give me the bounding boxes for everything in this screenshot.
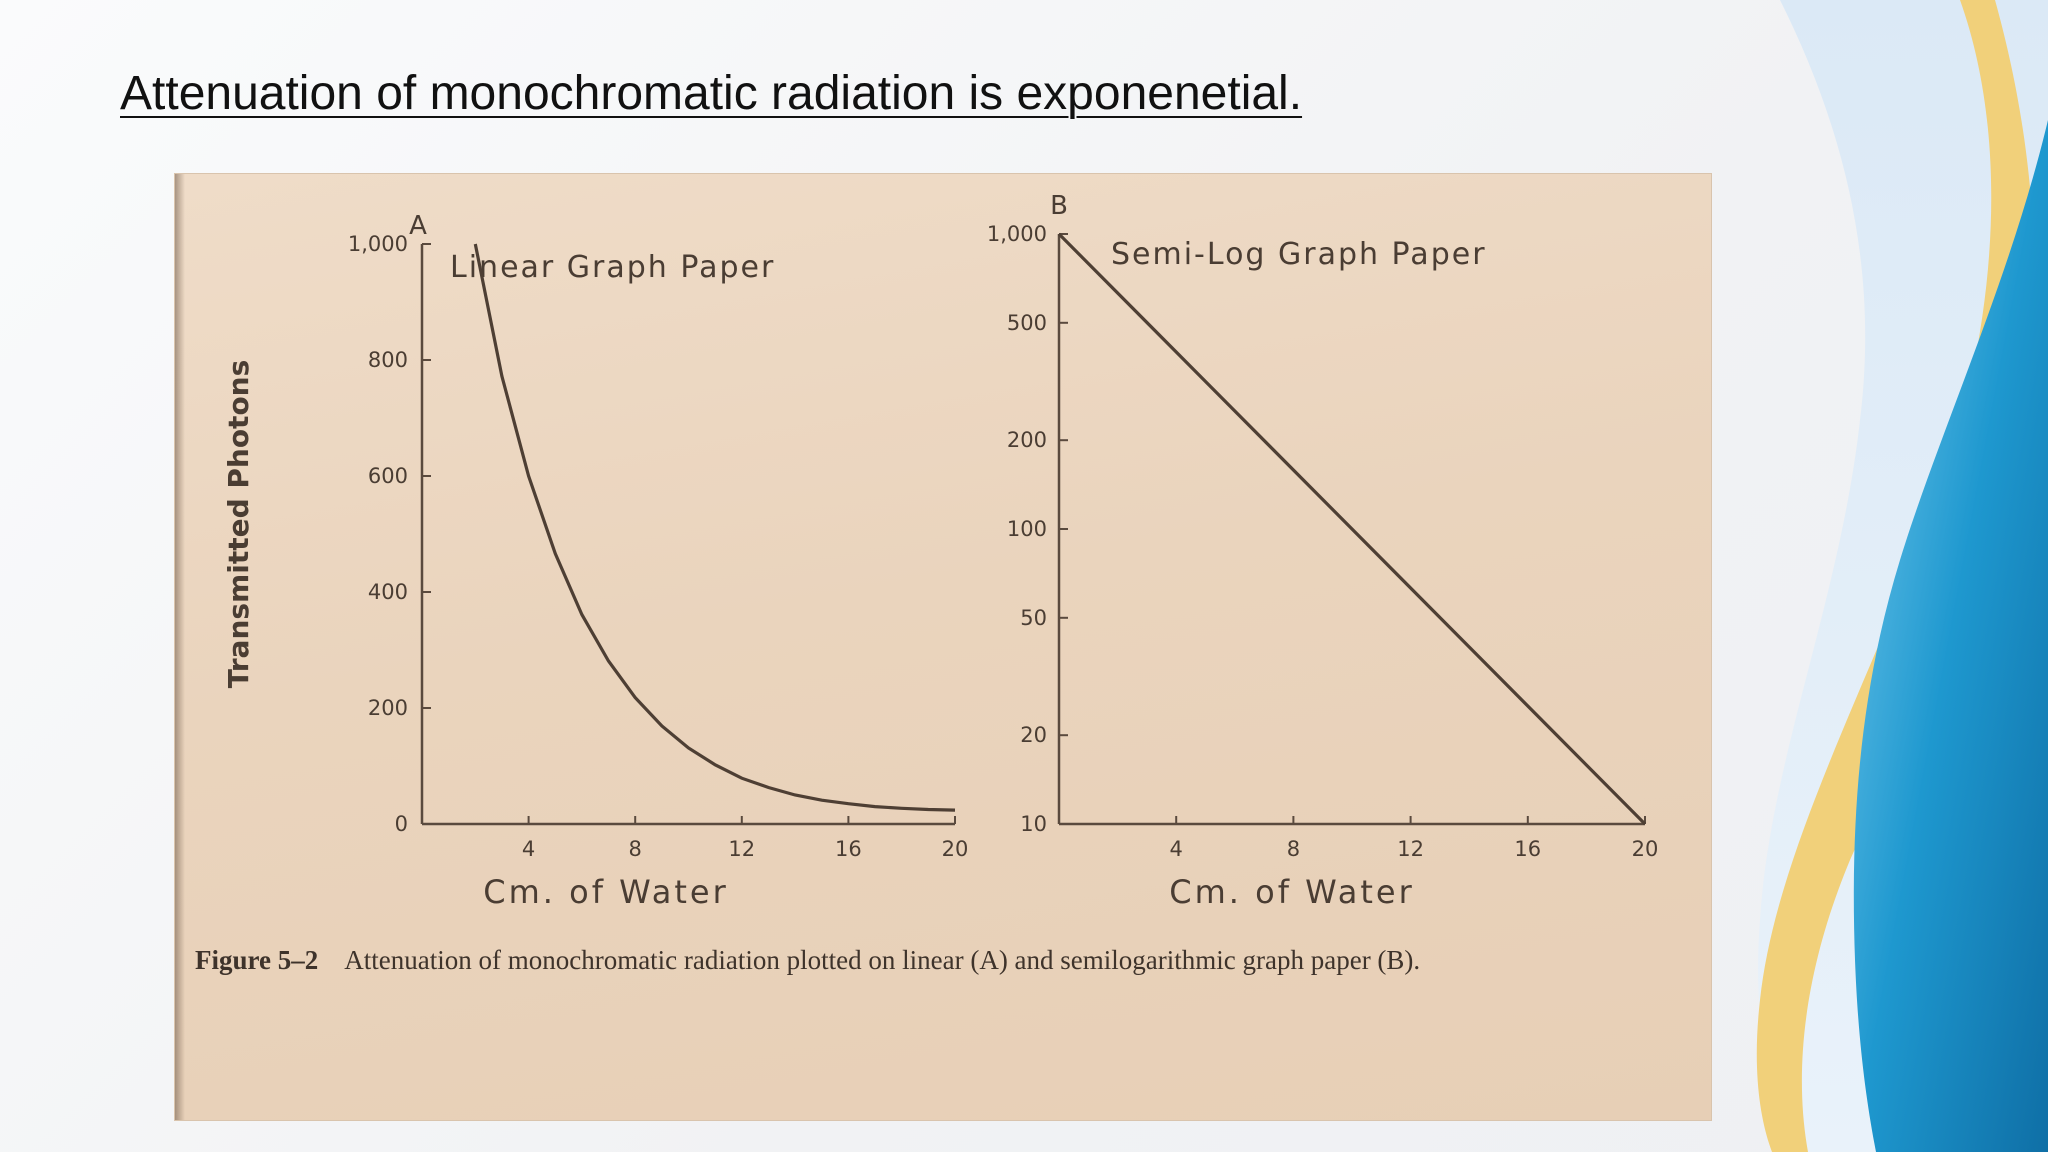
chart-a-x-tick-label: 4 [522,837,535,861]
chart-a-y-tick-label: 1,000 [348,232,408,256]
chart-a-x-tick-label: 16 [835,837,862,861]
chart-a: A Linear Graph Paper Transmitted Photons… [222,211,968,911]
chart-a-xlabel: Cm. of Water [483,873,728,911]
chart-b-x-tick-label: 16 [1514,837,1541,861]
chart-a-y-tick-label: 400 [368,580,408,604]
chart-a-y-tick-label: 600 [368,464,408,488]
chart-a-ylabel: Transmitted Photons [222,360,255,689]
chart-b: B Semi-Log Graph Paper Cm. of Water 10 20… [987,191,1658,911]
chart-b-xlabel: Cm. of Water [1169,873,1414,911]
pale-wave-shape [1758,0,2048,1152]
chart-b-panel-letter: B [1050,191,1068,221]
figure-charts: A Linear Graph Paper Transmitted Photons… [222,191,1658,911]
chart-a-y-tick-label: 0 [395,812,408,836]
chart-b-y-tick-label: 200 [1007,428,1047,452]
chart-a-x-tick-label: 8 [629,837,642,861]
chart-b-x-tick-label: 8 [1287,837,1300,861]
chart-b-title: Semi-Log Graph Paper [1111,237,1487,272]
figure-photo: A Linear Graph Paper Transmitted Photons… [175,174,1711,1120]
chart-a-panel-letter: A [409,211,427,241]
chart-b-x-tick-label: 20 [1632,837,1659,861]
chart-b-y-tick-label: 10 [1020,812,1047,836]
chart-b-x-tick-label: 12 [1397,837,1424,861]
chart-a-y-tick-label: 800 [368,348,408,372]
chart-b-y-tick-label: 1,000 [987,222,1047,246]
chart-a-y-tick-label: 200 [368,696,408,720]
chart-b-y-tick-label: 50 [1020,606,1047,630]
chart-b-x-tick-label: 4 [1170,837,1183,861]
chart-b-y-tick-label: 500 [1007,311,1047,335]
chart-a-title: Linear Graph Paper [450,250,775,285]
chart-b-y-tick-label: 20 [1020,723,1047,747]
slide-title: Attenuation of monochromatic radiation i… [120,67,1303,120]
figure-caption: Figure 5–2 Attenuation of monochromatic r… [195,944,1695,977]
figure-caption-text: Attenuation of monochromatic radiation p… [344,945,1421,975]
chart-a-x-tick-label: 20 [942,837,969,861]
chart-a-x-tick-label: 12 [728,837,755,861]
chart-a-series-line [473,243,956,812]
chart-b-series-line [1057,232,1647,826]
figure-caption-label: Figure 5–2 [195,945,319,975]
photo-edge-shadow [175,174,185,1120]
yellow-wave-shape [1756,0,2035,1152]
blue-wave-shape [1853,120,2048,1152]
chart-b-y-tick-label: 100 [1007,517,1047,541]
